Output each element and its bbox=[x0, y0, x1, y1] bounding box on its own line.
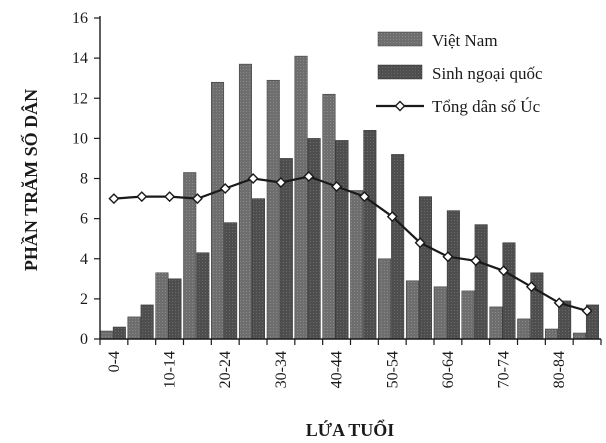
bar-0-7 bbox=[294, 55, 308, 340]
bar-1-4 bbox=[224, 222, 238, 340]
point-2-17 bbox=[581, 305, 593, 317]
bar-1-12 bbox=[446, 210, 460, 340]
bar-0-12 bbox=[433, 286, 447, 340]
bar-0-8 bbox=[322, 93, 336, 340]
bar-1-14 bbox=[502, 242, 516, 340]
bar-0-2 bbox=[155, 272, 169, 340]
legend-label-0: Việt Nam bbox=[432, 31, 498, 50]
bar-0-4 bbox=[211, 81, 225, 340]
point-2-10 bbox=[386, 211, 398, 223]
bar-0-15 bbox=[517, 318, 531, 340]
axes: 0 2 4 6 8 10 12 14 16 0-4 10-14 20-24 30-34 40-44 50-5… bbox=[72, 10, 602, 388]
bar-0-1 bbox=[127, 316, 141, 340]
x-tick-label-2: 10-14 bbox=[162, 351, 179, 388]
x-tick-label-4: 20-24 bbox=[217, 351, 234, 388]
point-2-1 bbox=[136, 191, 148, 203]
x-axis-title: LỨA TUỔI bbox=[306, 419, 395, 440]
point-2-2 bbox=[164, 191, 176, 203]
point-2-7 bbox=[303, 171, 315, 182]
bar-0-17 bbox=[572, 332, 586, 340]
point-2-3 bbox=[191, 193, 203, 205]
bar-1-1 bbox=[140, 304, 154, 340]
point-2-15 bbox=[525, 281, 537, 293]
x-tick-label-16: 80-84 bbox=[551, 351, 568, 388]
bar-1-9 bbox=[363, 130, 377, 340]
y-tick-label-3: 6 bbox=[80, 211, 88, 228]
point-2-14 bbox=[498, 265, 510, 277]
bar-0-5 bbox=[238, 63, 252, 340]
point-2-6 bbox=[275, 177, 287, 188]
x-tick-label-14: 70-74 bbox=[496, 351, 513, 388]
bar-1-5 bbox=[251, 198, 265, 340]
point-2-4 bbox=[219, 183, 231, 194]
legend: Việt Nam Sinh ngoại quốc Tổng dân số Úc bbox=[376, 31, 543, 116]
bar-1-8 bbox=[335, 140, 349, 340]
point-2-16 bbox=[553, 297, 565, 309]
y-tick-label-5: 10 bbox=[72, 130, 88, 147]
bar-0-6 bbox=[266, 79, 280, 340]
legend-label-2: Tổng dân số Úc bbox=[432, 97, 541, 116]
point-2-13 bbox=[470, 255, 482, 267]
y-tick-label-0: 0 bbox=[80, 331, 88, 348]
bar-1-11 bbox=[418, 196, 432, 340]
y-tick-label-4: 8 bbox=[80, 171, 88, 188]
y-tick-label-7: 14 bbox=[72, 50, 88, 67]
bar-0-14 bbox=[489, 306, 503, 340]
legend-swatch-1 bbox=[377, 64, 423, 80]
legend-marker-2 bbox=[394, 100, 406, 112]
x-tick-label-10: 50-54 bbox=[384, 351, 401, 388]
x-tick-label-6: 30-34 bbox=[273, 351, 290, 388]
point-2-9 bbox=[358, 191, 370, 203]
x-tick-label-12: 60-64 bbox=[440, 351, 457, 388]
x-tick-label-8: 40-44 bbox=[329, 351, 346, 388]
bar-0-9 bbox=[350, 190, 364, 340]
bar-0-0 bbox=[99, 330, 113, 340]
bar-0-16 bbox=[545, 328, 559, 340]
x-tick-label-0: 0-4 bbox=[106, 351, 123, 372]
bar-0-10 bbox=[378, 258, 392, 340]
point-2-8 bbox=[331, 181, 343, 192]
point-2-11 bbox=[414, 237, 426, 249]
y-tick-label-6: 12 bbox=[72, 90, 88, 107]
y-tick-label-1: 2 bbox=[80, 291, 88, 308]
y-tick-label-2: 4 bbox=[80, 251, 88, 268]
point-2-0 bbox=[108, 193, 120, 205]
bar-0-11 bbox=[405, 280, 419, 340]
y-axis-title: PHẦN TRĂM SỐ DÂN bbox=[20, 89, 41, 271]
bar-1-7 bbox=[307, 138, 321, 340]
point-2-12 bbox=[442, 251, 454, 263]
bar-1-0 bbox=[112, 326, 126, 340]
bar-1-13 bbox=[474, 224, 488, 340]
bar-0-13 bbox=[461, 290, 475, 340]
plot-area bbox=[99, 55, 599, 340]
legend-label-1: Sinh ngoại quốc bbox=[432, 64, 543, 83]
bar-1-10 bbox=[391, 154, 405, 340]
bar-1-2 bbox=[168, 278, 182, 340]
point-2-5 bbox=[247, 173, 259, 184]
legend-swatch-0 bbox=[377, 31, 423, 47]
bar-1-3 bbox=[196, 252, 210, 340]
y-tick-label-8: 16 bbox=[72, 10, 88, 27]
